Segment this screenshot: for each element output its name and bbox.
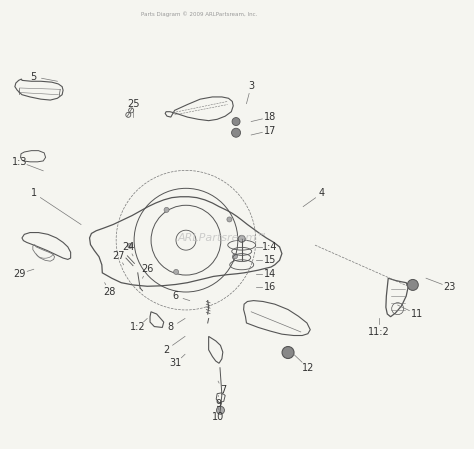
Text: 9: 9: [215, 399, 221, 409]
Text: 3: 3: [248, 81, 254, 91]
Text: 29: 29: [13, 269, 26, 279]
Text: 18: 18: [264, 112, 276, 122]
Text: ARLPartsream™: ARLPartsream™: [178, 233, 268, 243]
Circle shape: [217, 406, 225, 414]
Text: 8: 8: [168, 322, 174, 332]
Text: 10: 10: [212, 412, 224, 422]
Text: 28: 28: [103, 286, 116, 297]
Circle shape: [407, 279, 418, 291]
Circle shape: [282, 347, 294, 358]
Text: 26: 26: [141, 264, 154, 274]
Text: 1: 1: [31, 188, 37, 198]
Text: 14: 14: [264, 269, 276, 279]
Text: 11: 11: [410, 309, 423, 319]
Circle shape: [232, 118, 240, 126]
Circle shape: [233, 254, 237, 259]
Text: 2: 2: [163, 345, 169, 355]
Text: 1:4: 1:4: [262, 242, 278, 252]
Text: 1:2: 1:2: [130, 322, 146, 332]
Circle shape: [164, 207, 169, 212]
Text: 1:3: 1:3: [12, 157, 27, 167]
Circle shape: [238, 235, 245, 242]
Text: 27: 27: [113, 251, 125, 261]
Text: 16: 16: [264, 282, 276, 292]
Text: 7: 7: [219, 385, 226, 395]
Text: 23: 23: [444, 282, 456, 292]
Text: Parts Diagram © 2009 ARLPartsream, Inc.: Parts Diagram © 2009 ARLPartsream, Inc.: [141, 11, 257, 17]
Text: 4: 4: [319, 188, 325, 198]
Circle shape: [173, 269, 179, 274]
Text: 15: 15: [264, 255, 276, 265]
Text: 11:2: 11:2: [368, 327, 390, 337]
Circle shape: [128, 243, 133, 248]
Circle shape: [232, 128, 240, 137]
Text: 17: 17: [264, 126, 276, 136]
Circle shape: [227, 217, 232, 222]
Text: 12: 12: [302, 363, 314, 373]
Text: 31: 31: [169, 358, 182, 368]
Text: 5: 5: [31, 72, 37, 82]
Text: 25: 25: [127, 99, 139, 109]
Text: 6: 6: [173, 291, 179, 301]
Text: 24: 24: [122, 242, 135, 252]
